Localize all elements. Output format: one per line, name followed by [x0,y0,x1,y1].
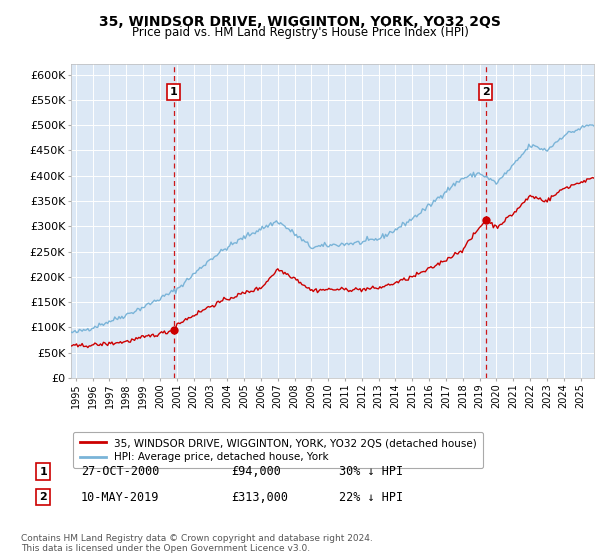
Text: £313,000: £313,000 [231,491,288,504]
Text: 10-MAY-2019: 10-MAY-2019 [81,491,160,504]
Text: 2: 2 [40,492,47,502]
Text: Contains HM Land Registry data © Crown copyright and database right 2024.
This d: Contains HM Land Registry data © Crown c… [21,534,373,553]
Text: 30% ↓ HPI: 30% ↓ HPI [339,465,403,478]
Text: 2: 2 [482,87,490,97]
Text: 22% ↓ HPI: 22% ↓ HPI [339,491,403,504]
Legend: 35, WINDSOR DRIVE, WIGGINTON, YORK, YO32 2QS (detached house), HPI: Average pric: 35, WINDSOR DRIVE, WIGGINTON, YORK, YO32… [73,432,483,469]
Text: Price paid vs. HM Land Registry's House Price Index (HPI): Price paid vs. HM Land Registry's House … [131,26,469,39]
Text: £94,000: £94,000 [231,465,281,478]
Text: 27-OCT-2000: 27-OCT-2000 [81,465,160,478]
Text: 1: 1 [40,466,47,477]
Text: 1: 1 [170,87,178,97]
Text: 35, WINDSOR DRIVE, WIGGINTON, YORK, YO32 2QS: 35, WINDSOR DRIVE, WIGGINTON, YORK, YO32… [99,15,501,29]
